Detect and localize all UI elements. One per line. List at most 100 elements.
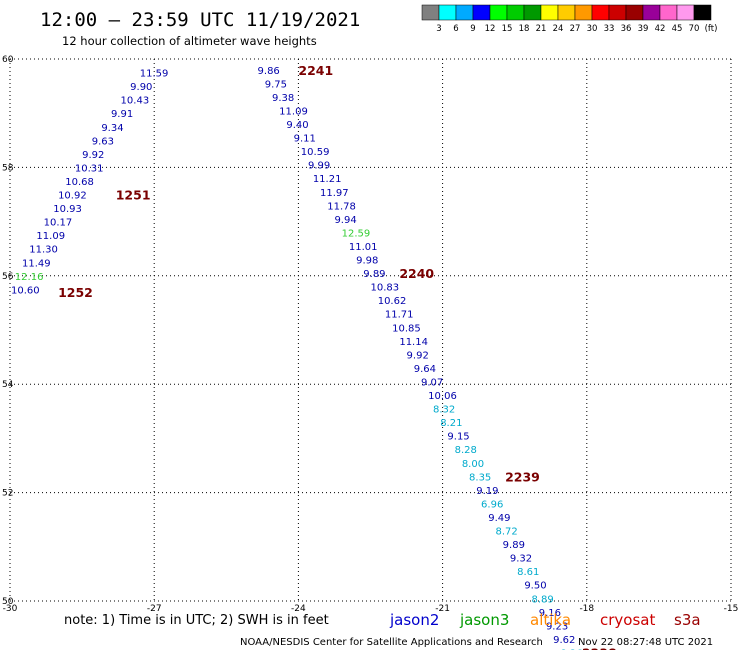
swh-value-label: 8.32: [433, 405, 455, 416]
satellite-legend-item: altika: [530, 611, 571, 629]
swh-value-label: 10.17: [44, 218, 73, 229]
swh-value-label: 10.06: [428, 391, 457, 402]
colorbar-label: 6: [453, 24, 458, 34]
swh-value-label: 8.21: [440, 418, 462, 429]
colorbar-swatch: [574, 4, 593, 21]
x-tick-label: -27: [147, 604, 162, 614]
pass-number-label: 1251: [116, 188, 151, 203]
colorbar-label: 36: [621, 24, 632, 34]
colorbar-label: 24: [553, 24, 564, 34]
colorbar-label: 27: [570, 24, 581, 34]
swh-value-label: 6.96: [481, 499, 503, 510]
swh-value-label: 10.43: [121, 96, 150, 107]
colorbar-swatch: [625, 4, 644, 21]
swh-value-label: 9.40: [286, 120, 308, 131]
colorbar-label: 42: [655, 24, 666, 34]
swh-value-label: 12.59: [342, 228, 371, 239]
swh-value-label: 10.92: [58, 191, 87, 202]
colorbar-legend: 3 6 9 12 15 18 21 24 27 30 33 36 39 42 45 70 (ft): [421, 4, 718, 34]
y-tick-label: 54: [2, 380, 14, 390]
swh-value-label: 11.09: [36, 231, 65, 242]
colorbar-label: 12: [485, 24, 496, 34]
swh-value-label: 8.89: [532, 594, 554, 605]
swh-value-label: 8.61: [517, 567, 539, 578]
swh-value-label: 10.31: [75, 163, 104, 174]
swh-value-label: 9.34: [101, 123, 123, 134]
swh-value-label: 8.00: [462, 459, 484, 470]
x-tick-label: -24: [291, 604, 306, 614]
swh-value-label: 8.26: [560, 648, 582, 650]
swh-value-label: 9.89: [363, 269, 385, 280]
y-tick-label: 50: [2, 597, 14, 607]
swh-value-label: 8.72: [495, 527, 517, 538]
satellite-legend-item: jason3: [459, 611, 509, 629]
swh-value-label: 9.49: [488, 513, 510, 524]
swh-value-label: 11.59: [140, 69, 169, 80]
pass-number-label: 2241: [298, 63, 333, 78]
colorbar-label: 30: [587, 24, 598, 34]
swh-value-label: 9.16: [539, 608, 561, 619]
swh-value-label: 9.94: [334, 215, 356, 226]
colorbar-swatch: [455, 4, 474, 21]
swh-value-label: 11.71: [385, 310, 414, 321]
colorbar-swatch: [557, 4, 576, 21]
swh-value-label: 11.49: [22, 258, 51, 269]
swh-value-label: 10.93: [53, 204, 82, 215]
x-tick-label: -15: [724, 604, 739, 614]
swh-value-label: 11.09: [279, 106, 308, 117]
swh-value-label: 8.35: [469, 472, 491, 483]
x-tick-label: -18: [579, 604, 594, 614]
colorbar-swatch: [642, 4, 661, 21]
swh-value-label: 11.14: [399, 337, 428, 348]
colorbar-label: 45: [672, 24, 683, 34]
colorbar-swatch: [523, 4, 542, 21]
swh-value-label: 11.01: [349, 242, 378, 253]
pass-labels: 2241 1251 1252 2240 2239 2238: [58, 63, 617, 650]
plot-axes: -30 -27 -24 -21 -18 -15 50 52 54 56 58 60: [2, 55, 738, 614]
colorbar-swatch: [421, 4, 440, 21]
colorbar-swatch: [693, 4, 712, 21]
swh-value-label: 9.89: [503, 540, 525, 551]
wave-height-marks: 11.59 9.90 10.43 9.91 9.34 9.63 9.92 10.31 10.68…: [11, 66, 583, 650]
colorbar-label: 3: [436, 24, 441, 34]
plot-grid: [9, 58, 732, 602]
satellite-legend-item: jason2: [389, 611, 439, 629]
swh-value-label: 10.62: [378, 296, 407, 307]
swh-value-label: 9.92: [407, 350, 429, 361]
colorbar-swatch: [540, 4, 559, 21]
pass-number-label: 1252: [58, 285, 93, 300]
swh-value-label: 9.19: [476, 486, 498, 497]
swh-value-label: 9.11: [294, 134, 316, 145]
swh-value-label: 9.64: [414, 364, 436, 375]
colorbar-label: 33: [604, 24, 615, 34]
y-tick-label: 58: [2, 163, 14, 173]
colorbar-swatch: [506, 4, 525, 21]
swh-value-label: 10.68: [65, 177, 94, 188]
satellite-legend-item: cryosat: [600, 611, 655, 629]
swh-value-label: 9.15: [447, 432, 469, 443]
swh-value-label: 9.23: [546, 621, 568, 632]
satellite-legend-item: s3a: [674, 611, 701, 629]
swh-value-label: 8.28: [455, 445, 477, 456]
pass-number-label: 2240: [399, 266, 434, 281]
swh-value-label: 10.60: [11, 285, 40, 296]
chart-title: 12:00 – 23:59 UTC 11/19/2021: [40, 9, 360, 31]
colorbar-swatch: [489, 4, 508, 21]
colorbar-swatch: [659, 4, 678, 21]
swh-value-label: 9.86: [258, 66, 280, 77]
swh-value-label: 9.07: [421, 377, 443, 388]
swh-value-label: 11.21: [313, 174, 342, 185]
swh-value-label: 9.62: [553, 635, 575, 646]
y-tick-label: 56: [2, 272, 14, 282]
swh-value-label: 9.90: [130, 82, 152, 93]
y-tick-label: 52: [2, 489, 13, 499]
swh-value-label: 9.91: [111, 109, 133, 120]
colorbar-label: (ft): [705, 24, 718, 34]
colorbar-swatch: [608, 4, 627, 21]
colorbar-label: 9: [470, 24, 475, 34]
colorbar-label: 39: [638, 24, 649, 34]
x-tick-label: -30: [3, 604, 18, 614]
swh-value-label: 9.38: [272, 93, 294, 104]
colorbar-swatch: [591, 4, 610, 21]
swh-value-label: 12.16: [15, 272, 44, 283]
